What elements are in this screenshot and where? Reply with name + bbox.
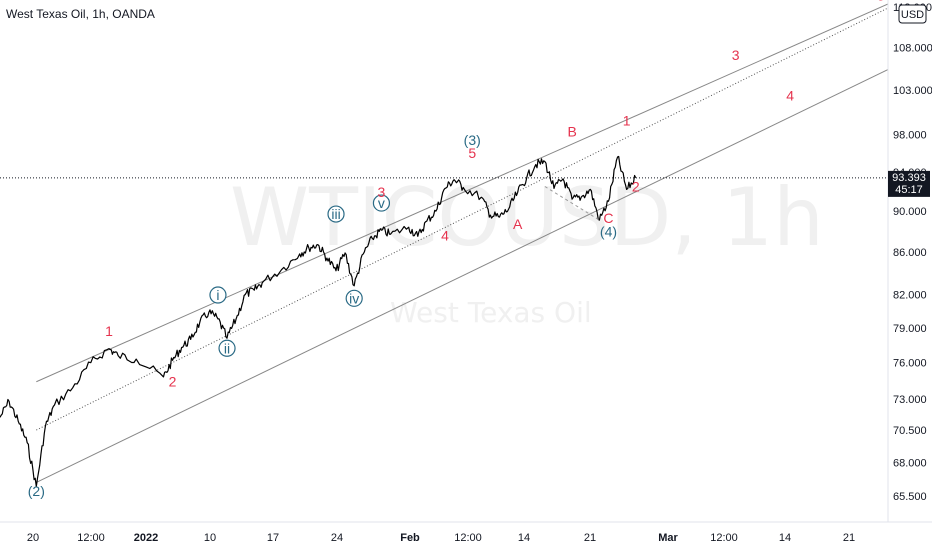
currency-badge-box — [898, 4, 927, 24]
chart-title: West Texas Oil, 1h, OANDA — [6, 7, 155, 21]
y-tick-label: 98.000 — [893, 130, 927, 142]
wave-label: 4 — [441, 227, 449, 243]
wave-label: (2) — [28, 483, 45, 499]
y-tick-label: 82.000 — [893, 290, 927, 302]
x-tick-label: Mar — [658, 532, 678, 544]
wave-circle — [372, 194, 391, 212]
y-tick-label: 90.000 — [893, 206, 927, 218]
wave-label: 5 — [877, 0, 885, 4]
price-axis-bg[interactable] — [888, 0, 932, 550]
price-tag: 93.393 45:17 — [888, 170, 930, 197]
price-layer — [0, 155, 637, 488]
wave-circle — [209, 286, 227, 304]
x-tick-label: 21 — [584, 532, 596, 544]
x-tick-label: 12:00 — [77, 532, 105, 544]
channel-line-lower — [36, 68, 891, 483]
currency-label: USD — [901, 9, 924, 21]
wave-label: C — [603, 210, 613, 226]
corrective-connector — [544, 186, 600, 221]
channel-line-upper — [36, 2, 891, 383]
time-axis[interactable]: 20 12:00 2022 10 17 24 Feb 12:00 14 21 Mar 12:00 14 2… — [27, 532, 855, 544]
wave-label: 2 — [632, 178, 640, 194]
currency-badge[interactable]: USD — [898, 4, 927, 24]
x-tick-label: 14 — [779, 532, 791, 544]
price-tag-countdown: 45:17 — [895, 184, 923, 196]
watermark-big: WTICOUSD, 1h — [230, 171, 824, 264]
wave-label: 4 — [786, 88, 794, 104]
watermark-small: West Texas Oil — [390, 296, 592, 329]
wave-label: A — [513, 216, 523, 232]
wave-label: (3) — [464, 132, 481, 148]
y-tick-label: 73.000 — [893, 394, 927, 406]
y-tick-label: 86.000 — [893, 247, 927, 259]
price-tag-bg — [888, 170, 930, 197]
watermark-layer: WTICOUSD, 1h West Texas Oil — [230, 171, 824, 329]
x-tick-label: 20 — [27, 532, 39, 544]
wave-label: 3 — [378, 184, 386, 200]
x-tick-label: 21 — [843, 532, 855, 544]
wave-circle — [218, 339, 236, 357]
wave-label: v — [378, 195, 385, 211]
wave-label: i — [216, 287, 219, 303]
x-tick-label: 14 — [518, 532, 530, 544]
y-tick-label: 103.000 — [893, 85, 932, 97]
x-tick-label: 17 — [267, 532, 279, 544]
y-tick-label: 76.000 — [893, 358, 927, 370]
x-tick-label: 10 — [204, 532, 216, 544]
x-tick-label: 24 — [331, 532, 343, 544]
y-tick-label: 68.000 — [893, 457, 927, 469]
y-tick-label: 65.500 — [893, 491, 927, 503]
price-series — [0, 155, 637, 488]
y-tick-label: 108.000 — [893, 43, 932, 55]
x-tick-label: 2022 — [134, 532, 158, 544]
wave-label: 1 — [105, 323, 113, 339]
x-tick-label: 12:00 — [454, 532, 482, 544]
wave-label: ii — [224, 340, 230, 356]
wave-label: 3 — [732, 47, 740, 63]
y-tick-label: 79.000 — [893, 323, 927, 335]
wave-label: 5 — [468, 145, 476, 161]
wave-label: 2 — [169, 374, 177, 390]
wave-label: (4) — [600, 223, 617, 239]
x-tick-label: Feb — [400, 532, 420, 544]
wave-circle — [327, 205, 345, 223]
x-tick-label: 12:00 — [710, 532, 738, 544]
wave-label: iv — [349, 290, 359, 306]
wave-label: 1 — [623, 113, 631, 129]
wave-label: B — [567, 124, 576, 140]
channel-layer — [36, 2, 891, 483]
price-tag-value: 93.393 — [892, 172, 926, 184]
wave-circle — [345, 289, 363, 307]
y-tick-label: 70.500 — [893, 425, 927, 437]
wave-label: iii — [331, 206, 340, 222]
